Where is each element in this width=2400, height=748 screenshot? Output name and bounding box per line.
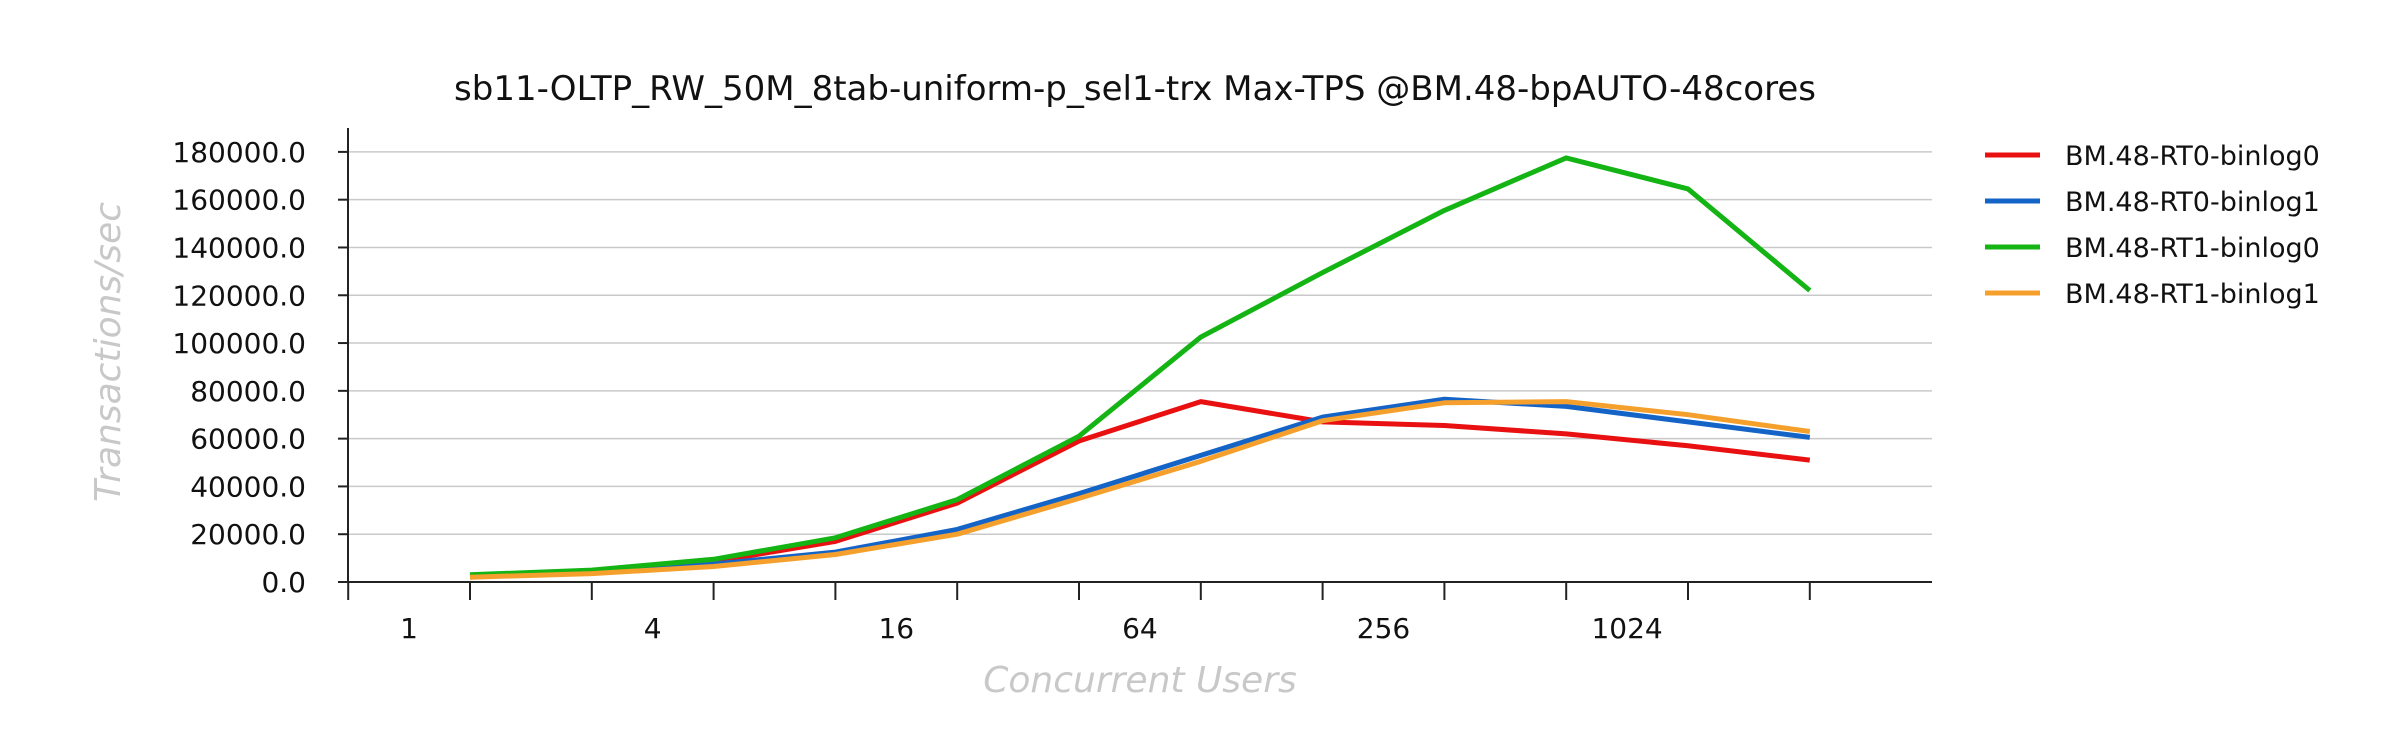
y-tick-label: 40000.0: [190, 470, 306, 503]
y-tick-label: 160000.0: [172, 184, 306, 217]
legend-label: BM.48-RT1-binlog1: [2065, 279, 2320, 310]
y-tick-label: 100000.0: [172, 327, 306, 360]
y-tick-label: 0.0: [261, 566, 306, 599]
legend-label: BM.48-RT0-binlog1: [2065, 187, 2320, 218]
y-tick-label: 140000.0: [172, 231, 306, 264]
y-tick-label: 20000.0: [190, 518, 306, 551]
legend-label: BM.48-RT0-binlog0: [2065, 141, 2320, 172]
series-line-bm-48-rt1-binlog0: [469, 155, 1812, 578]
series-line-bm-48-rt0-binlog0: [469, 399, 1811, 578]
gridlines: [348, 151, 1932, 535]
series-line-bm-48-rt1-binlog1: [469, 399, 1811, 580]
y-tick-label: 120000.0: [172, 279, 306, 312]
legend-label: BM.48-RT1-binlog0: [2065, 233, 2320, 264]
x-tick-label: 16: [878, 612, 914, 645]
y-tick-label: 80000.0: [190, 375, 306, 408]
x-tick-label: 1: [400, 612, 418, 645]
x-axis-ticks: 1 4 16 64 256 1024: [347, 582, 1811, 645]
x-axis-label: Concurrent Users: [983, 660, 1297, 701]
y-axis-ticks: 0.0 20000.0 40000.0 60000.0 80000.0 100000.0 1…: [172, 136, 348, 599]
x-tick-label: 64: [1122, 612, 1158, 645]
x-tick-label: 256: [1357, 612, 1410, 645]
legend: BM.48-RT0-binlog0 BM.48-RT0-binlog1 BM.48-…: [1985, 141, 2320, 310]
x-tick-label: 4: [644, 612, 662, 645]
y-tick-label: 180000.0: [172, 136, 306, 169]
chart-title: sb11-OLTP_RW_50M_8tab-uniform-p_sel1-trx…: [454, 69, 1816, 109]
series-line-bm-48-rt0-binlog1: [469, 396, 1811, 580]
y-axis-label: Transactions/sec: [88, 202, 129, 502]
y-tick-label: 60000.0: [190, 423, 306, 456]
x-tick-label: 1024: [1591, 612, 1662, 645]
series-lines: [469, 155, 1812, 580]
